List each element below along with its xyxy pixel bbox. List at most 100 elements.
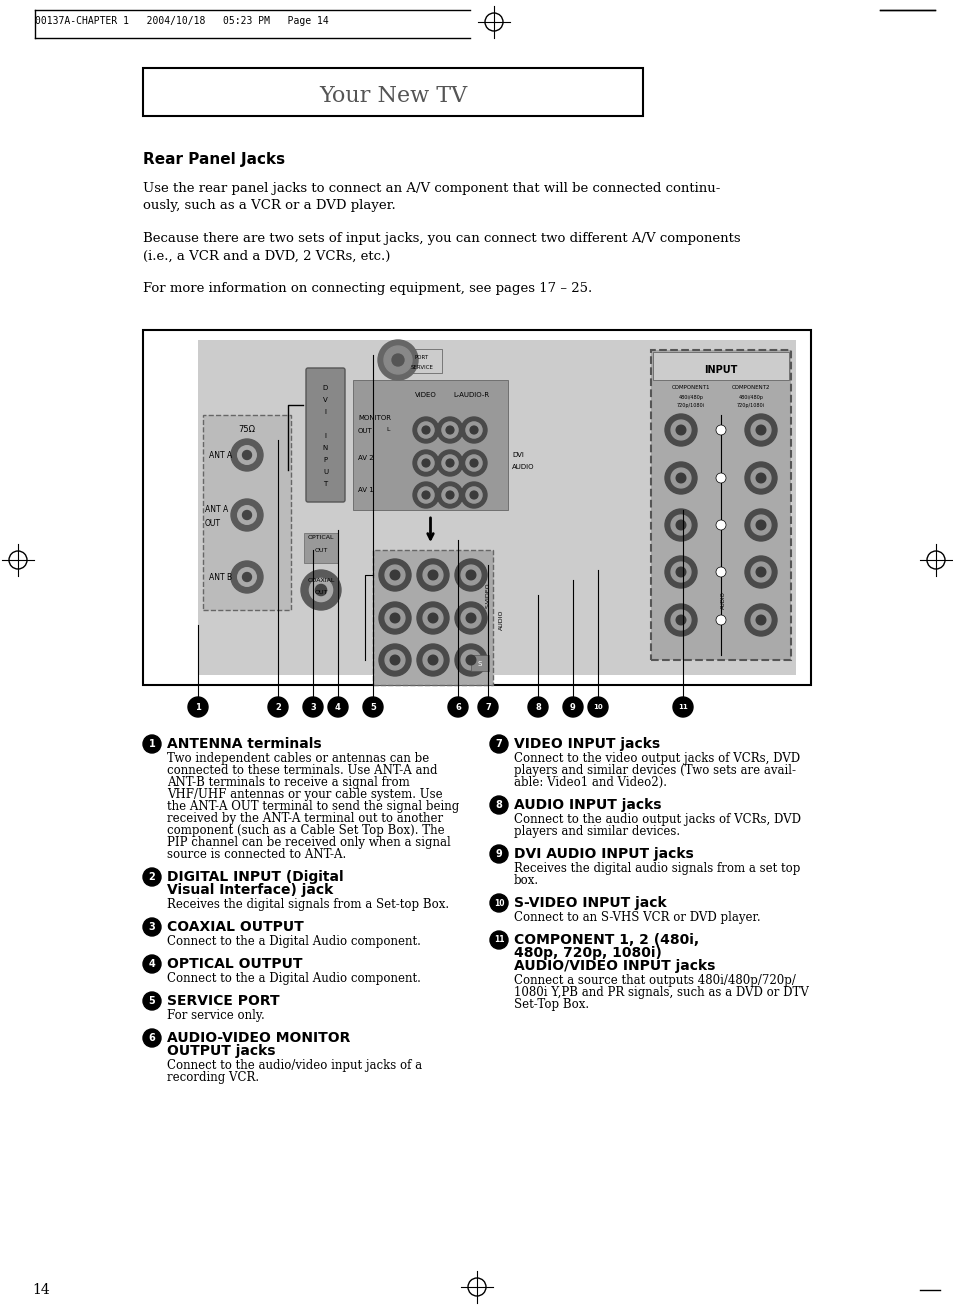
Text: D: D xyxy=(322,385,328,390)
Circle shape xyxy=(428,570,437,580)
Circle shape xyxy=(385,565,404,586)
Text: 11: 11 xyxy=(678,703,687,710)
Circle shape xyxy=(446,458,454,466)
Text: AUDIO-VIDEO MONITOR: AUDIO-VIDEO MONITOR xyxy=(167,1031,350,1045)
Circle shape xyxy=(242,451,252,460)
Circle shape xyxy=(455,559,486,591)
Text: N: N xyxy=(322,445,328,451)
Text: AV 1: AV 1 xyxy=(357,487,374,493)
Circle shape xyxy=(490,931,507,948)
Circle shape xyxy=(441,422,457,438)
Text: DVI AUDIO INPUT jacks: DVI AUDIO INPUT jacks xyxy=(514,848,693,861)
Bar xyxy=(198,341,795,675)
Text: Use the rear panel jacks to connect an A/V component that will be connected cont: Use the rear panel jacks to connect an A… xyxy=(143,182,720,212)
Circle shape xyxy=(676,520,685,529)
Text: 3: 3 xyxy=(310,702,315,711)
Circle shape xyxy=(490,845,507,863)
Text: 1080i Y,PB and PR signals, such as a DVD or DTV: 1080i Y,PB and PR signals, such as a DVD… xyxy=(514,986,808,1000)
Circle shape xyxy=(448,697,468,717)
Circle shape xyxy=(664,414,697,445)
Text: 9: 9 xyxy=(570,702,576,711)
Circle shape xyxy=(143,918,161,937)
Text: Rear Panel Jacks: Rear Panel Jacks xyxy=(143,152,285,166)
Circle shape xyxy=(428,655,437,664)
Text: P: P xyxy=(323,457,327,462)
Text: ANT A: ANT A xyxy=(209,451,232,460)
Circle shape xyxy=(446,491,454,499)
Circle shape xyxy=(490,893,507,912)
Circle shape xyxy=(231,439,263,472)
Circle shape xyxy=(750,610,770,630)
Circle shape xyxy=(477,697,497,717)
Circle shape xyxy=(378,645,411,676)
Text: source is connected to ANT-A.: source is connected to ANT-A. xyxy=(167,848,346,861)
Circle shape xyxy=(416,559,449,591)
Circle shape xyxy=(466,570,476,580)
Circle shape xyxy=(242,511,252,520)
Text: Receives the digital audio signals from a set top: Receives the digital audio signals from … xyxy=(514,862,800,875)
Circle shape xyxy=(436,451,462,476)
Text: ANTENNA terminals: ANTENNA terminals xyxy=(167,738,321,751)
Circle shape xyxy=(455,603,486,634)
Circle shape xyxy=(460,417,486,443)
Text: L: L xyxy=(386,427,390,432)
Circle shape xyxy=(378,603,411,634)
Circle shape xyxy=(670,468,690,487)
Bar xyxy=(143,330,810,685)
Circle shape xyxy=(441,487,457,503)
Circle shape xyxy=(466,655,476,664)
Text: COMPONENT2: COMPONENT2 xyxy=(731,385,769,390)
Circle shape xyxy=(231,561,263,593)
Circle shape xyxy=(676,473,685,483)
Circle shape xyxy=(143,992,161,1010)
Circle shape xyxy=(237,445,256,464)
Circle shape xyxy=(716,614,725,625)
Circle shape xyxy=(670,421,690,440)
Circle shape xyxy=(756,567,765,576)
Circle shape xyxy=(377,341,417,380)
Circle shape xyxy=(416,603,449,634)
Text: 00137A-CHAPTER 1   2004/10/18   05:23 PM   Page 14: 00137A-CHAPTER 1 2004/10/18 05:23 PM Pag… xyxy=(35,16,329,26)
FancyBboxPatch shape xyxy=(304,533,337,563)
Text: AUDIO: AUDIO xyxy=(512,464,534,470)
Text: box.: box. xyxy=(514,874,538,887)
Circle shape xyxy=(143,1028,161,1047)
Circle shape xyxy=(446,426,454,434)
Text: Connect to the a Digital Audio component.: Connect to the a Digital Audio component… xyxy=(167,972,420,985)
Text: OUT: OUT xyxy=(314,548,327,553)
Text: 1: 1 xyxy=(194,702,201,711)
Text: AUDIO: AUDIO xyxy=(720,591,724,609)
Circle shape xyxy=(384,346,412,373)
Circle shape xyxy=(465,422,481,438)
Circle shape xyxy=(188,697,208,717)
Circle shape xyxy=(436,482,462,508)
Circle shape xyxy=(231,499,263,531)
Circle shape xyxy=(237,506,256,524)
Text: COAXIAL: COAXIAL xyxy=(307,578,335,583)
Text: VHF/UHF antennas or your cable system. Use: VHF/UHF antennas or your cable system. U… xyxy=(167,789,442,800)
Circle shape xyxy=(385,650,404,669)
Text: Connect to the audio/video input jacks of a: Connect to the audio/video input jacks o… xyxy=(167,1058,421,1072)
Circle shape xyxy=(716,424,725,435)
Text: 9: 9 xyxy=(496,849,502,859)
Text: OPTICAL OUTPUT: OPTICAL OUTPUT xyxy=(167,958,302,971)
Circle shape xyxy=(670,610,690,630)
Circle shape xyxy=(664,604,697,635)
Text: Set-Top Box.: Set-Top Box. xyxy=(514,998,589,1011)
Circle shape xyxy=(490,735,507,753)
Circle shape xyxy=(562,697,582,717)
Text: 4: 4 xyxy=(335,702,340,711)
Text: COMPONENT1: COMPONENT1 xyxy=(671,385,709,390)
Circle shape xyxy=(470,426,477,434)
Circle shape xyxy=(744,510,776,541)
Text: MONITOR: MONITOR xyxy=(357,415,391,421)
Text: 2: 2 xyxy=(274,702,280,711)
Circle shape xyxy=(750,562,770,582)
Text: S-VIDEO INPUT jack: S-VIDEO INPUT jack xyxy=(514,896,666,910)
Text: S-VIDEO: S-VIDEO xyxy=(485,582,491,608)
Circle shape xyxy=(756,473,765,483)
Circle shape xyxy=(455,645,486,676)
Text: 720p/1080i: 720p/1080i xyxy=(677,403,704,407)
Circle shape xyxy=(750,421,770,440)
Circle shape xyxy=(436,417,462,443)
